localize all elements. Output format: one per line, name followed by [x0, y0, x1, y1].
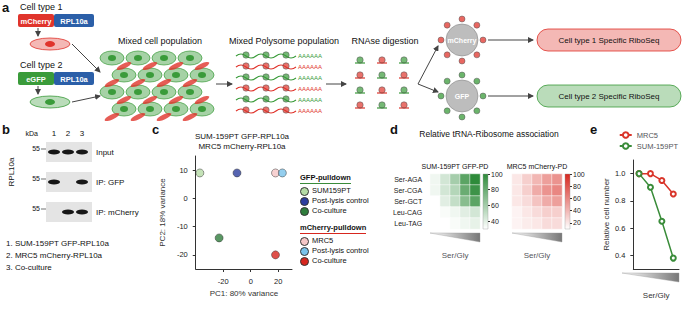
svg-text:1: 1 — [52, 129, 57, 138]
svg-text:20: 20 — [573, 219, 581, 226]
svg-text:3: 3 — [80, 129, 85, 138]
html-text:Co-culture: Co-culture — [312, 206, 347, 215]
svg-text:10: 10 — [179, 166, 187, 175]
svg-text:Mixed cell population: Mixed cell population — [118, 36, 202, 46]
html-text:Post-lysis control: Post-lysis control — [312, 196, 369, 205]
svg-text:GFP: GFP — [455, 93, 470, 100]
html-text:c: c — [152, 122, 160, 137]
svg-text:Cell type 2: Cell type 2 — [20, 60, 63, 70]
svg-text:SUM-159PT GFP-PD: SUM-159PT GFP-PD — [422, 163, 489, 170]
svg-text:2. MRC5 mCherry-RPL10a: 2. MRC5 mCherry-RPL10a — [6, 251, 103, 260]
svg-text:MRC5 mCherry-RPL10a: MRC5 mCherry-RPL10a — [198, 142, 286, 151]
svg-text:Relative cell number: Relative cell number — [602, 178, 611, 251]
html-text:Post-lysis control: Post-lysis control — [312, 246, 369, 255]
svg-text:RNAse digestion: RNAse digestion — [351, 36, 418, 46]
svg-text:0.4: 0.4 — [615, 251, 625, 260]
svg-text:0.6: 0.6 — [615, 224, 625, 233]
svg-text:1. SUM-159PT GFP-RPL10a: 1. SUM-159PT GFP-RPL10a — [6, 239, 110, 248]
svg-text:55: 55 — [32, 175, 40, 182]
svg-text:RPL10a: RPL10a — [60, 75, 88, 84]
svg-text:100: 100 — [491, 171, 503, 178]
svg-text:mCherry: mCherry — [21, 17, 53, 26]
svg-text:0.8: 0.8 — [615, 196, 625, 205]
svg-text:0: 0 — [249, 277, 253, 286]
svg-text:-10: -10 — [177, 222, 188, 231]
svg-text:2: 2 — [66, 129, 71, 138]
html-text:e: e — [590, 122, 598, 137]
html-text:a: a — [2, 0, 10, 15]
svg-text:60: 60 — [573, 195, 581, 202]
svg-text:55: 55 — [32, 145, 40, 152]
svg-text:Leu-TAG: Leu-TAG — [394, 220, 422, 227]
svg-text:40: 40 — [491, 218, 499, 225]
svg-text:PC2: 18% variance: PC2: 18% variance — [158, 178, 167, 247]
html-text:GFP-pulldown: GFP-pulldown — [300, 173, 351, 182]
svg-text:mCherry: mCherry — [448, 37, 477, 45]
svg-text:IP: mCherry: IP: mCherry — [96, 208, 139, 217]
svg-text:80: 80 — [573, 183, 581, 190]
svg-text:kDa: kDa — [26, 130, 39, 137]
svg-text:0: 0 — [184, 194, 188, 203]
svg-text:MRC5 mCherry-PD: MRC5 mCherry-PD — [507, 163, 568, 171]
svg-text:Ser-AGA: Ser-AGA — [394, 176, 422, 183]
svg-text:AAAAAA: AAAAAA — [298, 75, 322, 81]
svg-text:-20: -20 — [218, 277, 229, 286]
svg-text:Relative tRNA-Ribosome associa: Relative tRNA-Ribosome association — [419, 129, 559, 139]
svg-text:RPL10a: RPL10a — [7, 157, 16, 186]
svg-text:MRC5: MRC5 — [637, 131, 658, 140]
svg-text:SUM-159PT GFP-RPL10a: SUM-159PT GFP-RPL10a — [195, 132, 290, 141]
html-text:b: b — [2, 122, 10, 137]
svg-text:Ser-CGA: Ser-CGA — [394, 187, 423, 194]
svg-text:AAAAAA: AAAAAA — [298, 53, 322, 59]
html-text:MRC5: MRC5 — [312, 236, 334, 245]
html-text:SUM159PT: SUM159PT — [312, 186, 351, 195]
svg-text:SUM-159PT: SUM-159PT — [637, 142, 679, 151]
svg-text:AAAAAA: AAAAAA — [298, 97, 322, 103]
svg-text:RPL10a: RPL10a — [60, 17, 88, 26]
svg-text:20: 20 — [274, 277, 282, 286]
svg-text:Cell type 1 Specific RiboSeq: Cell type 1 Specific RiboSeq — [559, 36, 660, 45]
svg-text:Ser/Gly: Ser/Gly — [524, 251, 551, 260]
svg-text:Ser/Gly: Ser/Gly — [643, 291, 670, 300]
svg-text:PC1: 80% variance: PC1: 80% variance — [210, 289, 279, 298]
svg-text:-20: -20 — [177, 250, 188, 259]
svg-text:Cell type 1: Cell type 1 — [20, 2, 63, 12]
svg-text:1.0: 1.0 — [615, 169, 625, 178]
svg-text:60: 60 — [491, 202, 499, 209]
svg-text:Mixed Polysome population: Mixed Polysome population — [229, 36, 339, 46]
svg-text:Ser-GCT: Ser-GCT — [394, 198, 423, 205]
svg-text:eGFP: eGFP — [26, 75, 46, 84]
svg-text:80: 80 — [491, 186, 499, 193]
svg-text:3. Co-culture: 3. Co-culture — [6, 263, 52, 272]
svg-text:Leu-CAG: Leu-CAG — [393, 209, 422, 216]
svg-text:100: 100 — [573, 171, 585, 178]
svg-text:AAAAAA: AAAAAA — [298, 108, 322, 114]
svg-text:Input: Input — [96, 148, 115, 157]
svg-text:40: 40 — [573, 207, 581, 214]
svg-text:Ser/Gly: Ser/Gly — [442, 251, 469, 260]
svg-text:IP: GFP: IP: GFP — [96, 178, 124, 187]
html-text:mCherry-pulldown: mCherry-pulldown — [300, 223, 367, 232]
html-text:d: d — [390, 122, 398, 137]
html-text:Co-culture: Co-culture — [312, 256, 347, 265]
svg-text:AAAAAA: AAAAAA — [298, 86, 322, 92]
svg-text:Cell type 2 Specific RiboSeq: Cell type 2 Specific RiboSeq — [559, 92, 660, 101]
svg-text:55: 55 — [32, 205, 40, 212]
svg-text:AAAAAA: AAAAAA — [298, 64, 322, 70]
